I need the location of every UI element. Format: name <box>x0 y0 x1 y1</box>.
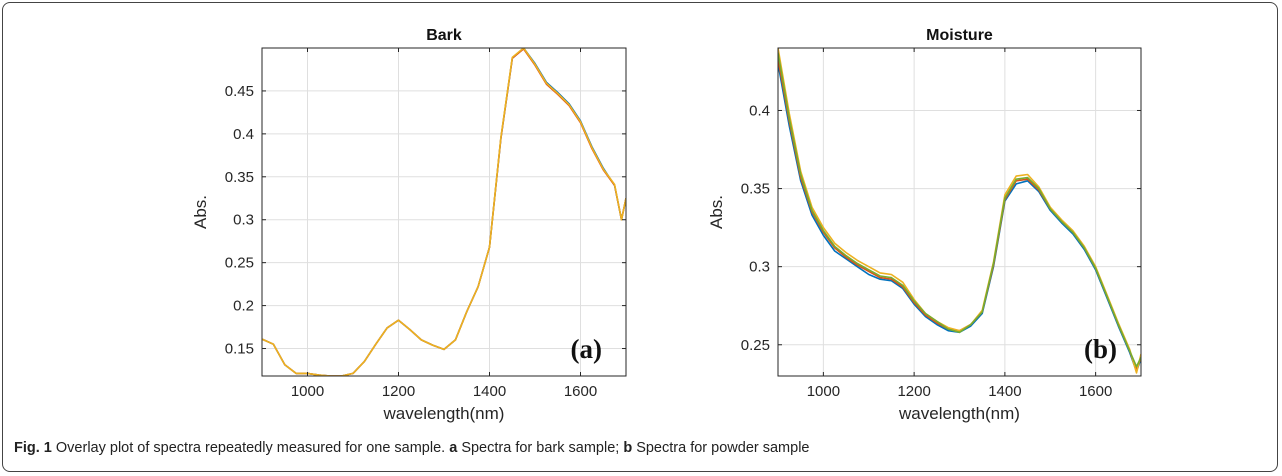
panel-b-panel-label: (b) <box>1084 334 1117 364</box>
panel-b-x-tick-label: 1600 <box>1079 383 1112 400</box>
caption-text-1: Overlay plot of spectra repeatedly measu… <box>51 440 450 456</box>
panel-a-title: Bark <box>426 27 462 44</box>
panel-b-x-axis-label: wavelength(nm) <box>898 404 1020 423</box>
panel-a-group: 1000 1200 1400 1600 0.15 0.2 0.25 0.3 0.35 0.4 0.4… <box>191 27 627 423</box>
caption-text-2: Spectra for bark sample; <box>457 440 624 456</box>
panel-a-x-tick-label: 1600 <box>564 383 597 400</box>
panel-b-y-tick-label: 0.25 <box>741 337 770 354</box>
figure-caption: Fig. 1 Overlay plot of spectra repeatedl… <box>14 440 809 456</box>
panel-b-y-tick-label: 0.4 <box>749 102 770 119</box>
caption-part-a: a <box>449 440 458 456</box>
panel-a-x-tick-label: 1200 <box>382 383 415 400</box>
panel-b-x-tick-label: 1200 <box>897 383 930 400</box>
panel-a-plot-area <box>262 48 626 376</box>
panel-b-title: Moisture <box>926 27 993 44</box>
caption-part-b: b <box>623 440 633 456</box>
panel-b-x-tick-label: 1400 <box>988 383 1021 400</box>
panel-b-y-axis-label: Abs. <box>707 195 726 229</box>
panel-b-group: 1000 1200 1400 1600 0.25 0.3 0.35 0.4 Moisture wa… <box>707 27 1142 423</box>
panel-a-y-axis-label: Abs. <box>191 195 210 229</box>
panel-a-y-tick-label: 0.45 <box>225 83 254 100</box>
panel-a-y-tick-label: 0.35 <box>225 169 254 186</box>
panel-b-y-tick-label: 0.35 <box>741 181 770 198</box>
panel-b-plot-area <box>778 48 1141 376</box>
panel-a-x-tick-label: 1400 <box>473 383 506 400</box>
panel-a-y-tick-label: 0.2 <box>233 298 254 315</box>
panel-b-axes-box <box>777 47 1142 377</box>
panel-b-x-tick-label: 1000 <box>807 383 840 400</box>
panel-a-axes-box <box>261 47 627 377</box>
panel-a-y-tick-label: 0.4 <box>233 126 254 143</box>
panel-b-series-group <box>778 48 1141 374</box>
panel-b-y-tick-label: 0.3 <box>749 259 770 276</box>
caption-fig-label: Fig. 1 <box>14 440 52 456</box>
panel-a-y-tick-label: 0.15 <box>225 341 254 358</box>
panel-a-y-tick-label: 0.25 <box>225 255 254 272</box>
panel-a-x-tick-label: 1000 <box>291 383 324 400</box>
caption-text-3: Spectra for powder sample <box>632 440 810 456</box>
panel-a-x-axis-label: wavelength(nm) <box>383 404 505 423</box>
panel-a-panel-label: (a) <box>571 334 602 364</box>
panel-b-series-line <box>778 52 1141 368</box>
panel-a-y-tick-label: 0.3 <box>233 212 254 229</box>
